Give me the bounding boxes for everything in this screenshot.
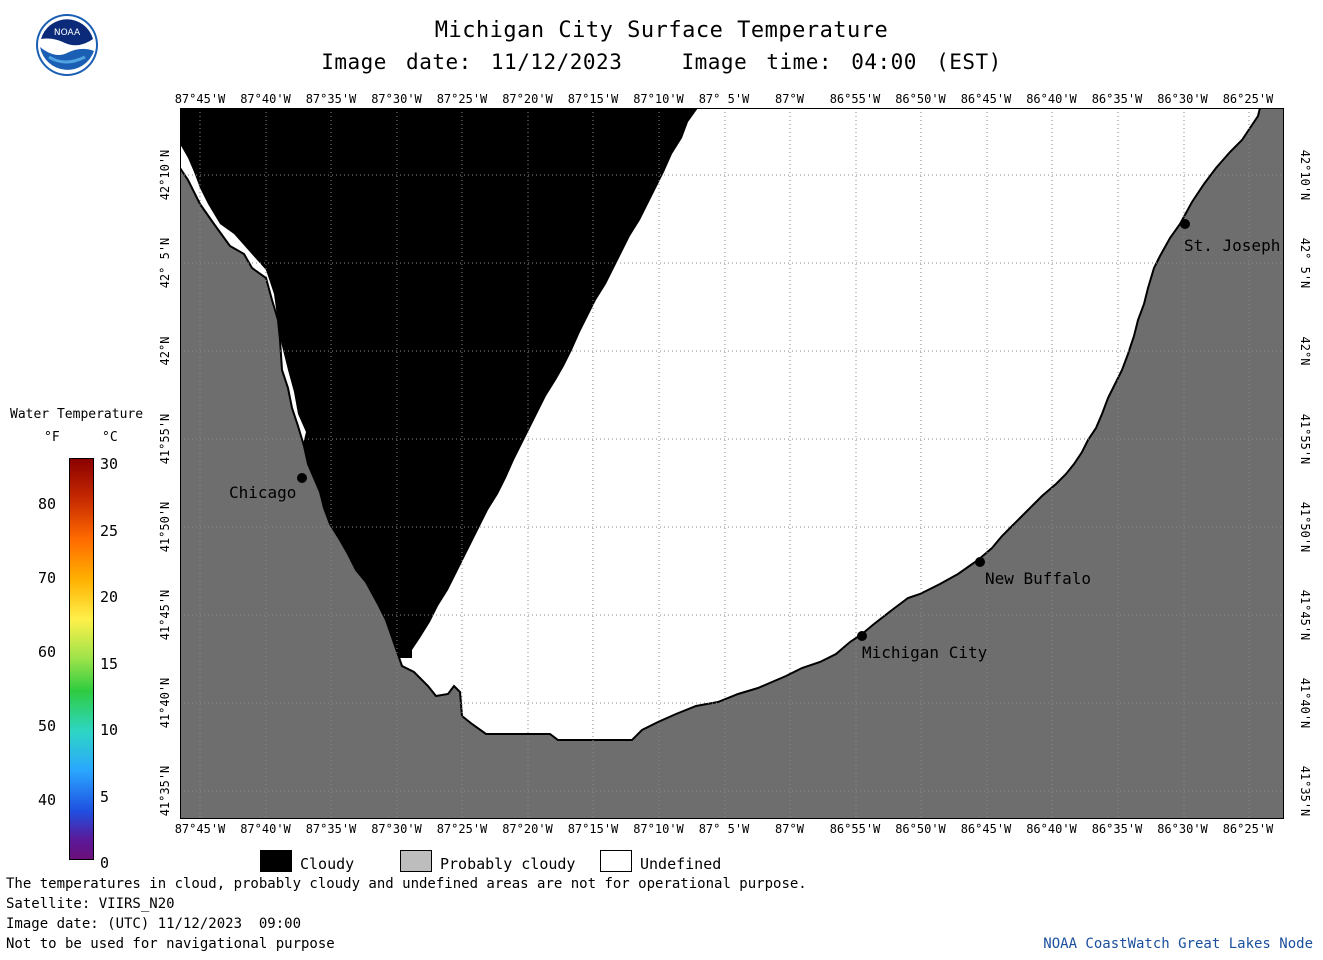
lat-tick-label: 41°55'N [1298,413,1312,465]
colorbar-c-tick: 20 [100,588,119,606]
lat-tick-label: 42°10'N [1298,149,1312,201]
lon-tick-label: 86°55'W [829,822,881,836]
lon-tick-label: 87°45'W [174,92,226,106]
lon-tick-label: 87°20'W [502,822,553,836]
lon-tick-label: 86°30'W [1157,822,1208,836]
new-buffalo-marker [975,557,985,567]
lat-tick-label: 42° 5'N [1298,237,1312,289]
lat-tick-label: 42° 5'N [158,237,172,289]
lon-tick-label: 87°45'W [174,822,226,836]
lon-tick-label: 87°25'W [436,92,488,106]
lon-tick-label: 86°35'W [1091,92,1143,106]
note-utc-date: Image date: (UTC) 11/12/2023 09:00 [6,916,302,932]
colorbar-c-tick: 5 [100,787,110,806]
lon-tick-label: 86°50'W [895,822,946,836]
colorbar-f-tick: 60 [38,643,57,661]
lon-tick-label: 87°W [775,822,804,836]
colorbar-f-tick: 50 [38,717,57,735]
colorbar-c-tick: 10 [100,721,119,739]
city-label-new-buffalo: New Buffalo [985,569,1091,588]
lat-tick-label: 41°40'N [158,677,172,729]
lon-tick-label: 87°15'W [567,92,619,106]
date-time-line: Image date: 11/12/2023 Image time: 04:00… [0,50,1323,74]
colorbar-title: Water Temperature [10,407,144,422]
lon-tick-label: 86°25'W [1222,822,1274,836]
lon-tick-label: 87°15'W [567,822,619,836]
city-label-st-joseph: St. Joseph [1184,236,1281,255]
colorbar-f-tick: 80 [38,495,57,513]
lon-tick-label: 86°55'W [829,92,881,106]
svg-text:NOAA: NOAA [54,28,81,38]
lat-tick-label: 41°35'N [158,765,172,817]
lon-tick-label: 86°45'W [960,822,1012,836]
city-label-michigan-city: Michigan City [862,643,988,662]
lat-tick-label: 41°40'N [1298,677,1312,729]
legend-label-undefined: Undefined [640,855,722,873]
image-date: Image date: 11/12/2023 [321,50,623,74]
lon-tick-label: 87°30'W [371,822,422,836]
lat-tick-label: 42°10'N [158,149,172,201]
credit-link[interactable]: NOAA CoastWatch Great Lakes Node [1043,936,1313,952]
lat-tick-label: 41°45'N [1298,589,1312,641]
lat-tick-label: 42°N [1298,336,1312,366]
colorbar-f-tick: 70 [38,569,57,587]
colorbar-c-tick: 25 [100,521,119,540]
legend-label-probably-cloudy: Probably cloudy [440,855,576,873]
lon-tick-label: 87°35'W [305,92,357,106]
michigan-city-marker [857,631,867,641]
legend-swatch-cloudy [260,850,292,872]
lon-tick-label: 86°30'W [1157,92,1208,106]
note-satellite: Satellite: VIIRS_N20 [6,896,175,912]
legend-swatch-undefined [600,850,632,872]
image-time: Image time: 04:00 (EST) [681,50,1002,74]
legend-label-cloudy: Cloudy [300,855,355,873]
lat-tick-label: 42°N [158,336,172,366]
lon-tick-label: 87°25'W [436,822,488,836]
colorbar-unit-c: °C [102,430,118,445]
city-label-chicago: Chicago [229,483,297,502]
lon-tick-label: 87° 5'W [698,92,750,106]
lon-grid [199,108,1250,819]
colorbar-unit-f: °F [44,430,60,445]
lon-tick-label: 87°10'W [633,822,684,836]
lat-tick-label: 41°45'N [158,589,172,641]
page-title: Michigan City Surface Temperature [434,18,889,43]
colorbar [69,458,94,860]
lon-tick-label: 87°10'W [633,92,684,106]
lon-tick-label: 87°40'W [240,822,291,836]
lat-tick-label: 41°50'N [1298,501,1312,553]
colorbar-c-tick: 30 [100,455,119,473]
lat-tick-label: 41°55'N [158,413,172,465]
legend-swatch-probably-cloudy [400,850,432,872]
lon-tick-label: 87°W [775,92,804,106]
noaa-logo: NOAA [35,13,99,77]
lon-tick-label: 86°50'W [895,92,946,106]
lon-tick-label: 87°20'W [502,92,553,106]
lon-tick-label: 87° 5'W [698,822,750,836]
map-svg [179,107,1285,820]
lon-tick-label: 86°25'W [1222,92,1274,106]
colorbar-f-tick: 40 [38,791,57,809]
lat-tick-label: 41°50'N [158,501,172,553]
st-joseph-marker [1180,219,1190,229]
colorbar-c-tick: 0 [100,854,110,872]
chicago-marker [297,473,307,483]
land-west-south [179,107,1285,820]
lon-tick-label: 86°40'W [1026,92,1077,106]
lon-tick-label: 87°35'W [305,822,357,836]
colorbar-c-tick: 15 [100,654,119,673]
lon-tick-label: 86°45'W [960,92,1012,106]
lon-tick-label: 86°40'W [1026,822,1077,836]
map-panel [179,107,1285,820]
lon-tick-label: 86°35'W [1091,822,1143,836]
lat-grid [180,174,1284,792]
lon-tick-label: 87°30'W [371,92,422,106]
note-navigation: Not to be used for navigational purpose [6,936,335,952]
cloudy-area [180,108,698,658]
note-operational: The temperatures in cloud, probably clou… [6,876,807,892]
map-frame [180,108,1284,819]
lon-tick-label: 87°40'W [240,92,291,106]
lat-tick-label: 41°35'N [1298,765,1312,817]
